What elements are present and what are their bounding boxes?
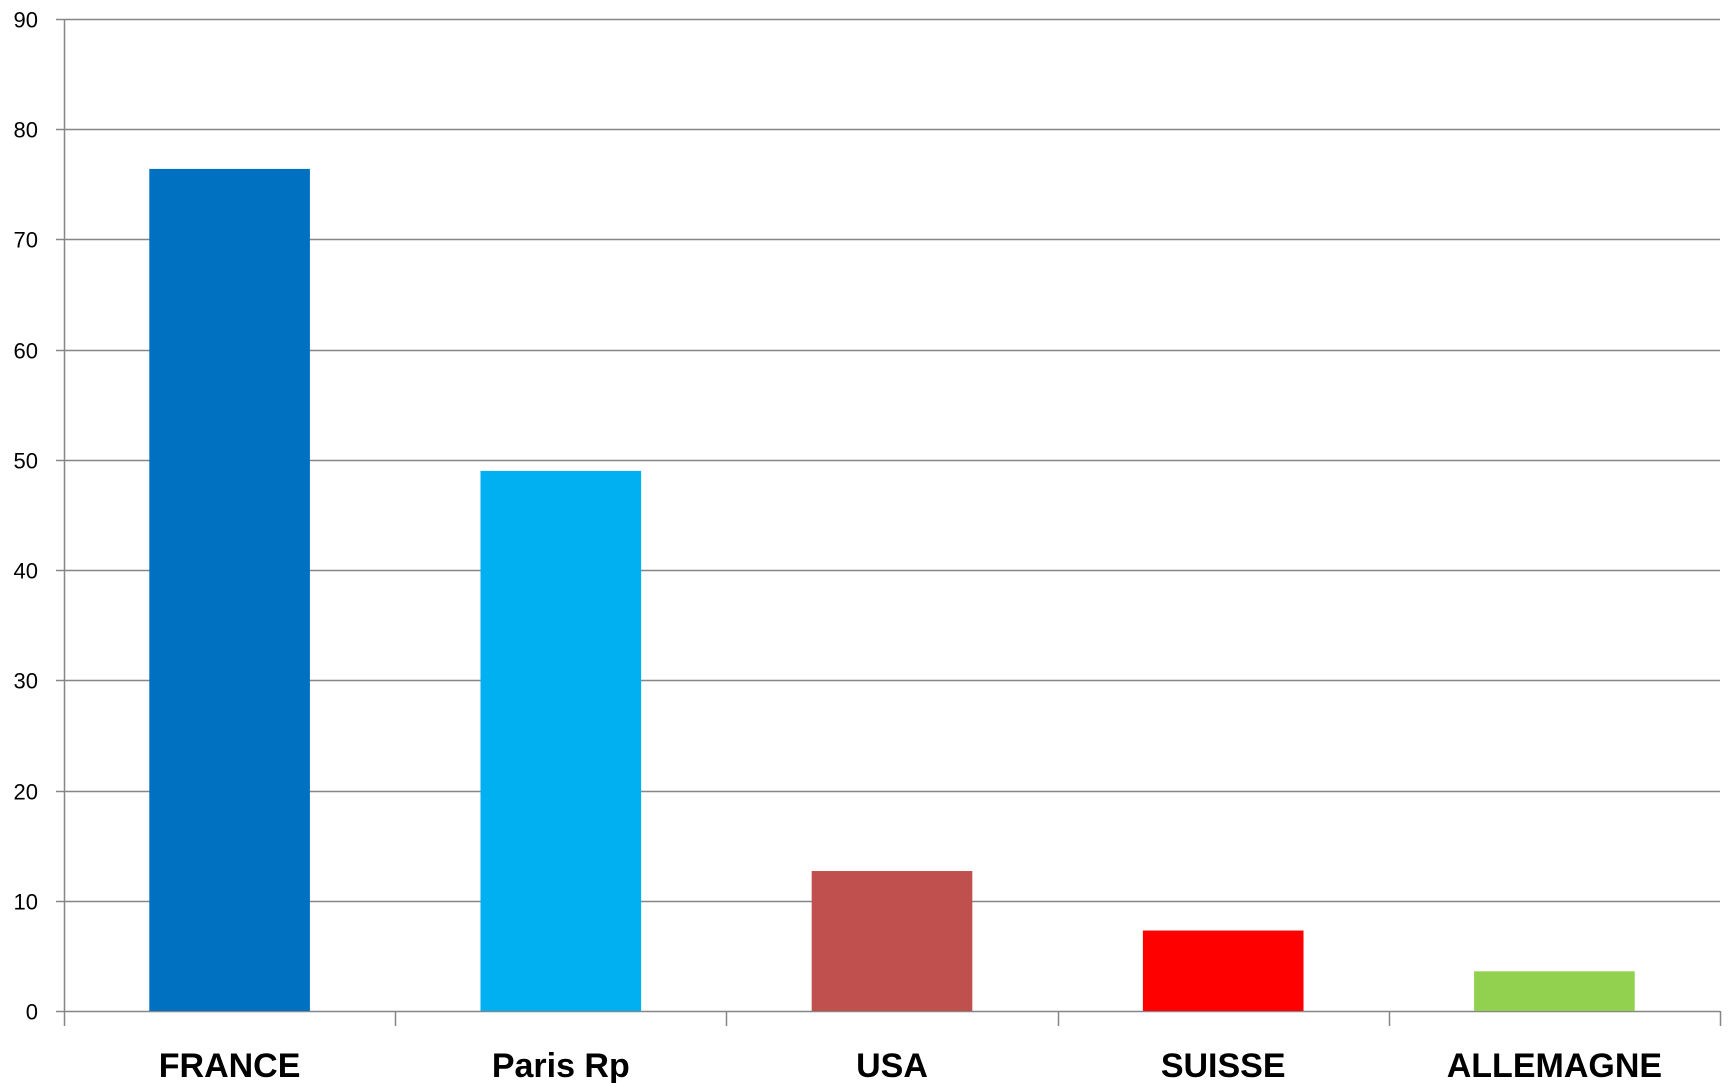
x-category-label: SUISSE — [1161, 1047, 1286, 1083]
bar-suisse — [1142, 930, 1304, 1011]
y-axis-tick-labels: 0 10 20 30 40 50 60 70 80 90 — [14, 8, 38, 1025]
y-tick-label: 30 — [14, 669, 38, 694]
y-tick-label: 10 — [14, 890, 38, 915]
x-category-label: FRANCE — [159, 1047, 301, 1083]
y-tick-label: 80 — [14, 118, 38, 143]
y-tick-label: 40 — [14, 559, 38, 584]
bar-france — [149, 168, 310, 1011]
x-category-label: ALLEMAGNE — [1447, 1047, 1662, 1083]
y-tick-label: 0 — [26, 1000, 38, 1025]
y-tick-label: 70 — [14, 228, 38, 253]
gridlines — [64, 18, 1720, 903]
bars — [149, 168, 1635, 1011]
x-axis-category-labels: FRANCE Paris Rp USA SUISSE ALLEMAGNE — [159, 1047, 1662, 1083]
y-tick-label: 20 — [14, 780, 38, 805]
x-category-label: Paris Rp — [492, 1047, 630, 1083]
y-tick-label: 50 — [14, 449, 38, 474]
x-category-label: USA — [856, 1047, 928, 1083]
bar-paris-rp — [480, 470, 642, 1011]
bar-usa — [811, 871, 973, 1011]
y-tick-label: 90 — [14, 8, 38, 33]
axes — [56, 18, 1722, 1026]
y-tick-label: 60 — [14, 339, 38, 364]
bar-allemagne — [1474, 971, 1635, 1011]
